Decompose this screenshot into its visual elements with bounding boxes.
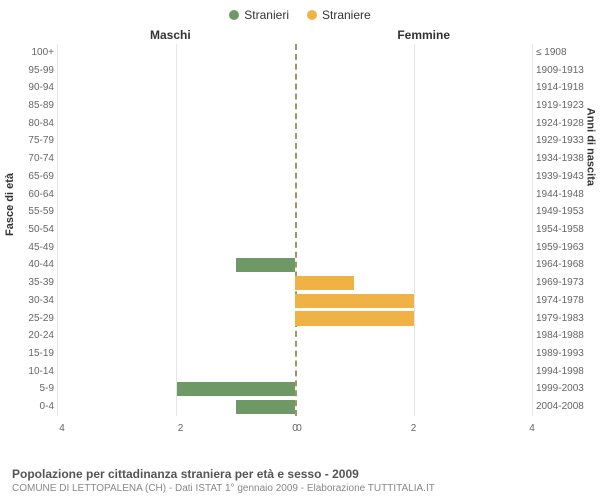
age-label: 30-34 (18, 296, 54, 306)
chart-row: 15-191989-1993 (58, 345, 532, 363)
chart-row: 20-241984-1988 (58, 327, 532, 345)
chart: Maschi Femmine Fasce di età Anni di nasc… (0, 26, 600, 446)
age-label: 25-29 (18, 314, 54, 324)
age-label: 5-9 (18, 384, 54, 394)
bar-male (236, 400, 295, 414)
year-label: 1919-1923 (536, 101, 594, 111)
year-label: 1989-1993 (536, 349, 594, 359)
x-tick: 0 (292, 423, 298, 434)
age-label: 15-19 (18, 349, 54, 359)
chart-row: 90-941914-1918 (58, 79, 532, 97)
chart-row: 60-641944-1948 (58, 186, 532, 204)
chart-row: 40-441964-1968 (58, 257, 532, 275)
chart-row: 95-991909-1913 (58, 62, 532, 80)
x-tick: 2 (411, 423, 417, 434)
chart-row: 10-141994-1998 (58, 363, 532, 381)
year-label: 1929-1933 (536, 136, 594, 146)
year-label: 1944-1948 (536, 190, 594, 200)
age-label: 90-94 (18, 83, 54, 93)
year-label: 1934-1938 (536, 154, 594, 164)
age-label: 45-49 (18, 243, 54, 253)
year-label: 1914-1918 (536, 83, 594, 93)
age-label: 70-74 (18, 154, 54, 164)
age-label: 50-54 (18, 225, 54, 235)
legend-dot-male (229, 10, 239, 20)
x-tick: 2 (178, 423, 184, 434)
y-axis-title-left: Fasce di età (4, 173, 16, 236)
year-label: 1979-1983 (536, 314, 594, 324)
legend: Stranieri Straniere (0, 0, 600, 26)
age-label: 65-69 (18, 172, 54, 182)
year-label: ≤ 1908 (536, 48, 594, 58)
age-label: 20-24 (18, 331, 54, 341)
chart-row: 75-791929-1933 (58, 133, 532, 151)
chart-row: 55-591949-1953 (58, 203, 532, 221)
age-label: 60-64 (18, 190, 54, 200)
grid-line (532, 44, 533, 416)
chart-row: 80-841924-1928 (58, 115, 532, 133)
year-label: 1909-1913 (536, 66, 594, 76)
age-label: 35-39 (18, 278, 54, 288)
chart-row: 0-42004-2008 (58, 398, 532, 416)
chart-row: 25-291979-1983 (58, 310, 532, 328)
bar-female (295, 311, 414, 325)
x-tick: 4 (529, 423, 535, 434)
chart-row: 70-741934-1938 (58, 150, 532, 168)
chart-row: 50-541954-1958 (58, 221, 532, 239)
year-label: 1999-2003 (536, 384, 594, 394)
header-female: Femmine (397, 28, 450, 42)
year-label: 1939-1943 (536, 172, 594, 182)
age-label: 40-44 (18, 260, 54, 270)
chart-row: 100+≤ 1908 (58, 44, 532, 62)
header-male: Maschi (150, 28, 191, 42)
age-label: 85-89 (18, 101, 54, 111)
legend-item-female: Straniere (307, 8, 371, 22)
year-label: 1954-1958 (536, 225, 594, 235)
chart-row: 5-91999-2003 (58, 381, 532, 399)
year-label: 1984-1988 (536, 331, 594, 341)
chart-row: 85-891919-1923 (58, 97, 532, 115)
age-label: 55-59 (18, 207, 54, 217)
footer-subtitle: COMUNE DI LETTOPALENA (CH) - Dati ISTAT … (12, 483, 588, 494)
year-label: 1974-1978 (536, 296, 594, 306)
chart-row: 35-391969-1973 (58, 274, 532, 292)
year-label: 1969-1973 (536, 278, 594, 288)
footer: Popolazione per cittadinanza straniera p… (12, 467, 588, 494)
chart-row: 30-341974-1978 (58, 292, 532, 310)
bar-male (236, 258, 295, 272)
age-label: 80-84 (18, 119, 54, 129)
footer-title: Popolazione per cittadinanza straniera p… (12, 467, 588, 481)
legend-item-male: Stranieri (229, 8, 289, 22)
age-label: 0-4 (18, 402, 54, 412)
legend-label-male: Stranieri (244, 8, 289, 22)
plot-area: 024024100+≤ 190895-991909-191390-941914-… (58, 44, 532, 416)
year-label: 1994-1998 (536, 367, 594, 377)
age-label: 95-99 (18, 66, 54, 76)
year-label: 1959-1963 (536, 243, 594, 253)
age-label: 10-14 (18, 367, 54, 377)
bar-male (177, 382, 296, 396)
year-label: 1949-1953 (536, 207, 594, 217)
age-label: 100+ (18, 48, 54, 58)
bar-female (295, 276, 354, 290)
year-label: 1924-1928 (536, 119, 594, 129)
chart-row: 45-491959-1963 (58, 239, 532, 257)
bar-female (295, 294, 414, 308)
chart-row: 65-691939-1943 (58, 168, 532, 186)
age-label: 75-79 (18, 136, 54, 146)
x-tick: 4 (59, 423, 65, 434)
year-label: 1964-1968 (536, 260, 594, 270)
legend-label-female: Straniere (322, 8, 371, 22)
year-label: 2004-2008 (536, 402, 594, 412)
legend-dot-female (307, 10, 317, 20)
